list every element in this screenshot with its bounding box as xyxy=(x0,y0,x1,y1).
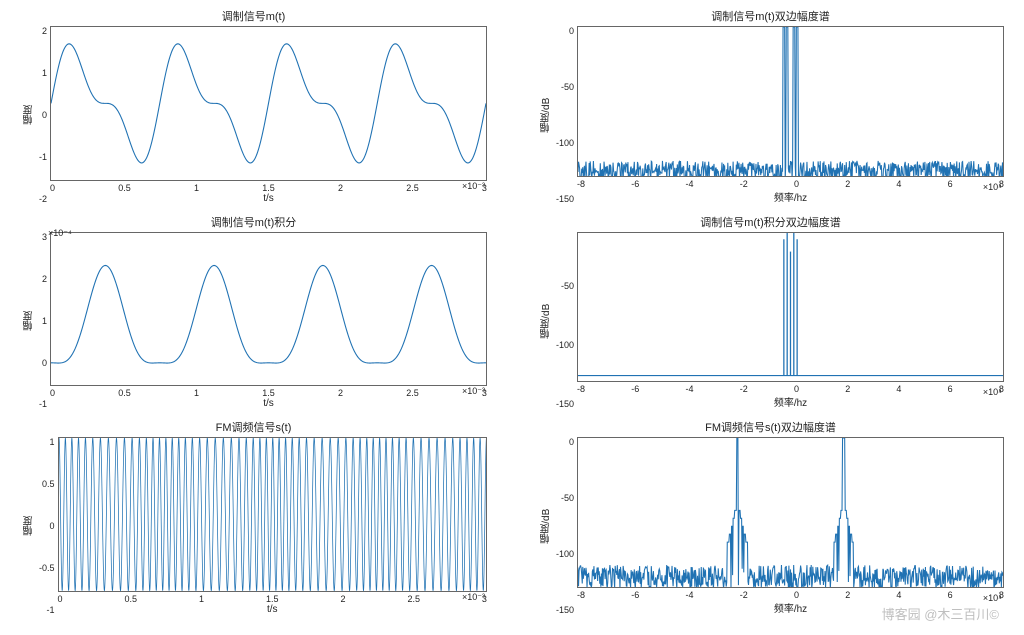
y-ticks: 210-1-2 xyxy=(39,26,50,204)
y-ticks: 0-50-100-150 xyxy=(556,26,577,204)
y-axis-label: 幅度/dB xyxy=(537,26,556,204)
plot-axes xyxy=(577,437,1004,588)
subplot-fm: FM调频信号s(t) 幅度10.50-0.5-100.511.522.53t/s×… xyxy=(20,419,487,615)
subplot-title: 调制信号m(t)双边幅度谱 xyxy=(537,8,1004,24)
plot-axes xyxy=(577,232,1004,383)
y-ticks: 10.50-0.5-1 xyxy=(39,437,58,615)
y-ticks: 0-50-100-150 xyxy=(556,437,577,615)
subplot-mt_spec: 调制信号m(t)双边幅度谱幅度/dB0-50-100-150-8-6-4-202… xyxy=(537,8,1004,204)
x-ticks: -8-6-4-202468 xyxy=(577,588,1004,600)
y-axis-label: 幅度/dB xyxy=(537,437,556,615)
x-exponent: ×10⁴ xyxy=(983,387,1002,397)
y-axis-label: 幅度 xyxy=(20,437,39,615)
x-ticks: 00.511.522.53 xyxy=(58,592,487,604)
x-axis-label: 频率/hz xyxy=(577,189,1004,204)
x-exponent: ×10⁻³ xyxy=(462,181,485,192)
subplot-title: 调制信号m(t)积分 xyxy=(20,214,487,230)
subplot-fm_spec: FM调频信号s(t)双边幅度谱幅度/dB0-50-100-150-8-6-4-2… xyxy=(537,419,1004,615)
subplot-title: FM调频信号s(t)双边幅度谱 xyxy=(537,419,1004,435)
plot-axes xyxy=(577,26,1004,177)
y-axis-label: 幅度/dB xyxy=(537,232,556,410)
x-axis-label: 频率/hz xyxy=(577,600,1004,615)
subplot-mt: 调制信号m(t) 幅度210-1-200.511.522.53t/s×10⁻³ xyxy=(20,8,487,204)
x-ticks: -8-6-4-202468 xyxy=(577,177,1004,189)
y-axis-label: 幅度 xyxy=(20,232,39,410)
y-ticks: 3210-1 xyxy=(39,232,50,410)
plot-axes xyxy=(58,437,487,592)
subplot-title: 调制信号m(t) xyxy=(20,8,487,24)
x-axis-label: t/s xyxy=(58,604,487,615)
subplot-grid: 调制信号m(t)幅度210-1-200.511.522.53t/s×10⁻³调制… xyxy=(0,0,1024,635)
x-exponent: ×10⁴ xyxy=(983,593,1002,603)
y-exponent: ×10⁻⁴ xyxy=(48,228,72,239)
x-exponent: ×10⁻³ xyxy=(462,592,485,603)
x-axis-label: t/s xyxy=(50,193,487,204)
y-axis-label: 幅度 xyxy=(20,26,39,204)
plot-axes xyxy=(50,232,487,387)
subplot-mt_int_spec: 调制信号m(t)积分双边幅度谱幅度/dB-50-100-150-8-6-4-20… xyxy=(537,214,1004,410)
x-ticks: 00.511.522.53 xyxy=(50,386,487,398)
x-ticks: -8-6-4-202468 xyxy=(577,382,1004,394)
x-axis-label: 频率/hz xyxy=(577,394,1004,409)
x-exponent: ×10⁴ xyxy=(983,182,1002,192)
subplot-mt_int: 调制信号m(t)积分幅度3210-100.511.522.53t/s ×10⁻⁴ ×… xyxy=(20,214,487,410)
x-axis-label: t/s xyxy=(50,398,487,409)
plot-axes xyxy=(50,26,487,181)
subplot-title: 调制信号m(t)积分双边幅度谱 xyxy=(537,214,1004,230)
y-ticks: -50-100-150 xyxy=(556,232,577,410)
subplot-title: FM调频信号s(t) xyxy=(20,419,487,435)
figure: 调制信号m(t)幅度210-1-200.511.522.53t/s×10⁻³调制… xyxy=(0,0,1024,635)
x-ticks: 00.511.522.53 xyxy=(50,181,487,193)
x-exponent: ×10⁻³ xyxy=(462,386,485,397)
